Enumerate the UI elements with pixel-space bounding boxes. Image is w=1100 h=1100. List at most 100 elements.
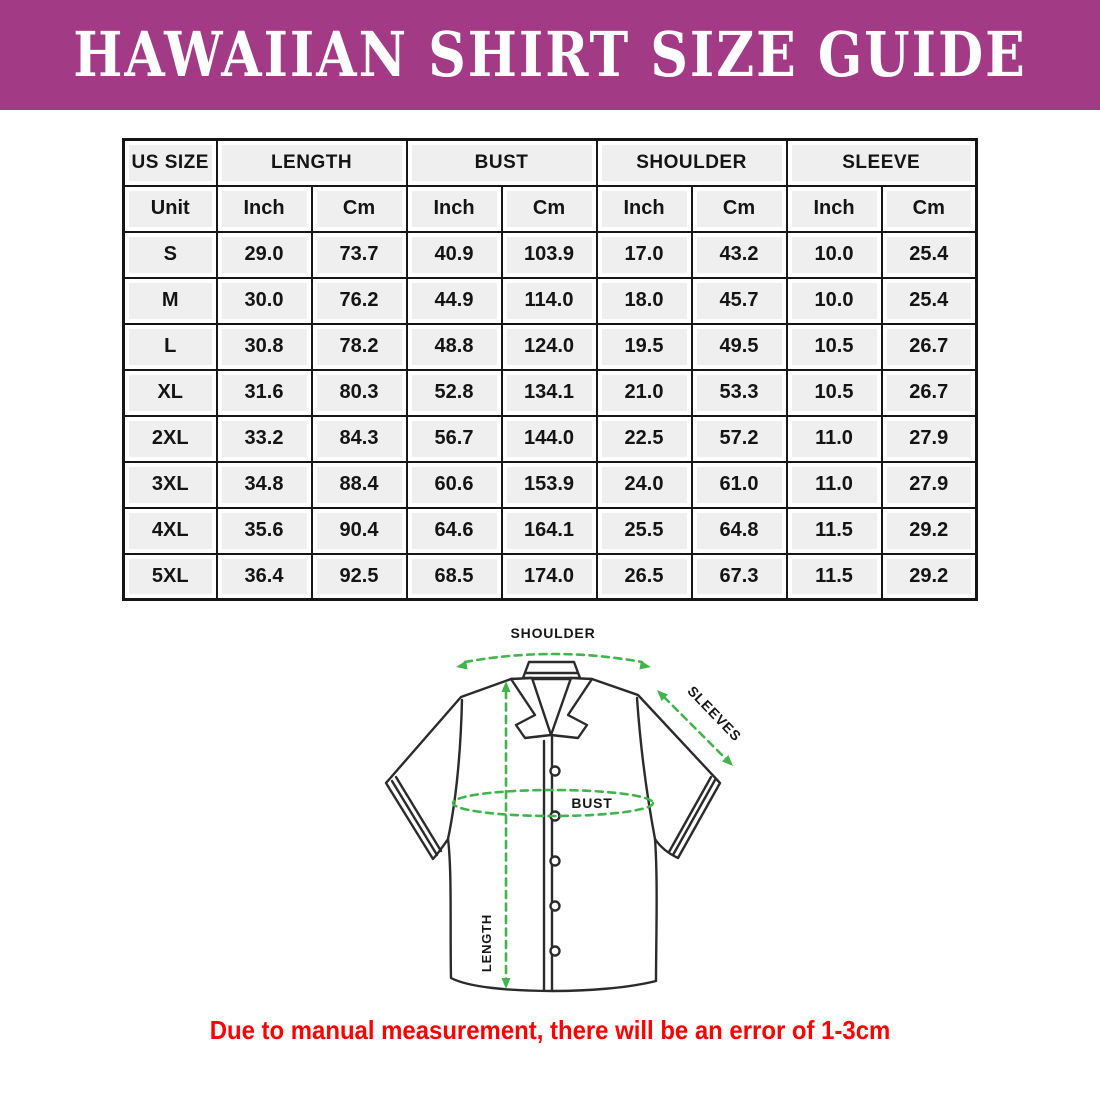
column-header-bust: BUST: [405, 138, 598, 187]
size-cell: 10.5: [785, 368, 883, 417]
size-cell: 27.9: [880, 460, 978, 509]
length-label: LENGTH: [479, 914, 494, 972]
size-cell: 56.7: [405, 414, 503, 463]
shirt-collar: [509, 660, 594, 740]
size-cell: 90.4: [310, 506, 408, 555]
size-cell: 25.4: [880, 276, 978, 325]
size-cell: 18.0: [595, 276, 693, 325]
arrowhead-up-icon: [657, 690, 668, 701]
size-cell: 73.7: [310, 230, 408, 279]
header-banner: HAWAIIAN SHIRT SIZE GUIDE: [0, 0, 1100, 110]
size-row-label: L: [122, 322, 218, 371]
column-header-us-size: US SIZE: [122, 138, 218, 187]
table-row-5xl: 5XL 36.4 92.5 68.5 174.0 26.5 67.3 11.5 …: [122, 552, 978, 601]
size-cell: 52.8: [405, 368, 503, 417]
size-cell: 61.0: [690, 460, 788, 509]
size-cell: 124.0: [500, 322, 598, 371]
unit-header: Inch: [405, 184, 503, 233]
size-cell: 57.2: [690, 414, 788, 463]
size-cell: 11.5: [785, 506, 883, 555]
size-cell: 17.0: [595, 230, 693, 279]
shirt-button: [549, 855, 561, 867]
size-cell: 29.2: [880, 506, 978, 555]
unit-header: Inch: [785, 184, 883, 233]
unit-header: Inch: [215, 184, 313, 233]
size-cell: 11.5: [785, 552, 883, 601]
size-row-label: 3XL: [122, 460, 218, 509]
bust-measure-ellipse: [451, 788, 655, 818]
sleeves-label: SLEEVES: [684, 683, 744, 745]
size-cell: 25.5: [595, 506, 693, 555]
size-row-label: S: [122, 230, 218, 279]
size-cell: 49.5: [690, 322, 788, 371]
size-cell: 11.0: [785, 414, 883, 463]
size-cell: 25.4: [880, 230, 978, 279]
size-cell: 53.3: [690, 368, 788, 417]
sleeves-line: [662, 695, 728, 761]
size-cell: 153.9: [500, 460, 598, 509]
unit-header: Cm: [880, 184, 978, 233]
left-sleeve-seam: [446, 698, 464, 841]
unit-header: Inch: [595, 184, 693, 233]
size-cell: 64.8: [690, 506, 788, 555]
left-cuff-hem: [390, 775, 443, 857]
size-cell: 27.9: [880, 414, 978, 463]
size-cell: 48.8: [405, 322, 503, 371]
size-cell: 35.6: [215, 506, 313, 555]
collar-band: [521, 660, 582, 680]
size-cell: 26.5: [595, 552, 693, 601]
size-cell: 19.5: [595, 322, 693, 371]
arrowhead-right-icon: [639, 660, 651, 670]
sleeves-measure-arrow: [657, 690, 733, 766]
size-cell: 44.9: [405, 276, 503, 325]
unit-header: Cm: [690, 184, 788, 233]
size-cell: 92.5: [310, 552, 408, 601]
right-sleeve-seam: [635, 696, 657, 841]
table-row-4xl: 4XL 35.6 90.4 64.6 164.1 25.5 64.8 11.5 …: [122, 506, 978, 555]
size-cell: 164.1: [500, 506, 598, 555]
size-cell: 174.0: [500, 552, 598, 601]
size-cell: 29.2: [880, 552, 978, 601]
unit-header: Cm: [500, 184, 598, 233]
column-header-sleeve: SLEEVE: [785, 138, 978, 187]
size-cell: 34.8: [215, 460, 313, 509]
size-cell: 10.0: [785, 276, 883, 325]
size-cell: 64.6: [405, 506, 503, 555]
table-header-row: US SIZE LENGTH BUST SHOULDER SLEEVE: [122, 138, 978, 187]
column-header-length: LENGTH: [215, 138, 408, 187]
length-measure-arrow: [501, 681, 511, 989]
table-row-m: M 30.0 76.2 44.9 114.0 18.0 45.7 10.0 25…: [122, 276, 978, 325]
table-row-l: L 30.8 78.2 48.8 124.0 19.5 49.5 10.5 26…: [122, 322, 978, 371]
arrowhead-down-icon: [722, 755, 733, 766]
size-cell: 80.3: [310, 368, 408, 417]
size-cell: 24.0: [595, 460, 693, 509]
size-cell: 11.0: [785, 460, 883, 509]
size-cell: 45.7: [690, 276, 788, 325]
size-cell: 36.4: [215, 552, 313, 601]
size-cell: 103.9: [500, 230, 598, 279]
size-cell: 67.3: [690, 552, 788, 601]
shirt-button: [549, 900, 561, 912]
arrowhead-left-icon: [456, 660, 468, 670]
unit-row: Unit Inch Cm Inch Cm Inch Cm Inch Cm: [122, 184, 978, 233]
size-cell: 21.0: [595, 368, 693, 417]
size-cell: 134.1: [500, 368, 598, 417]
arrowhead-bottom-icon: [501, 978, 511, 989]
size-cell: 30.8: [215, 322, 313, 371]
size-cell: 26.7: [880, 322, 978, 371]
table-row-xl: XL 31.6 80.3 52.8 134.1 21.0 53.3 10.5 2…: [122, 368, 978, 417]
unit-header: Unit: [122, 184, 218, 233]
size-row-label: XL: [122, 368, 218, 417]
size-cell: 88.4: [310, 460, 408, 509]
shoulder-measure-arrow: [456, 652, 651, 670]
size-row-label: M: [122, 276, 218, 325]
size-cell: 10.0: [785, 230, 883, 279]
size-cell: 78.2: [310, 322, 408, 371]
size-cell: 22.5: [595, 414, 693, 463]
right-cuff-hem: [667, 775, 717, 857]
shirt-button: [549, 945, 561, 957]
size-cell: 114.0: [500, 276, 598, 325]
size-cell: 33.2: [215, 414, 313, 463]
size-table: US SIZE LENGTH BUST SHOULDER SLEEVE Unit…: [122, 138, 978, 601]
left-lapel: [509, 676, 553, 740]
